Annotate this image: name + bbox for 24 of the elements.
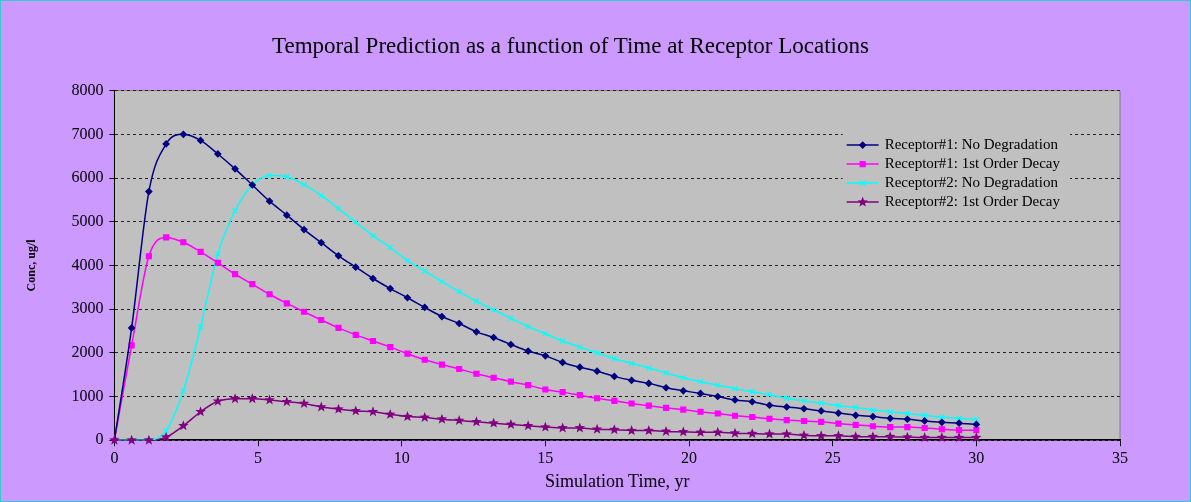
legend-label: Receptor#2: No Degradation [884, 174, 1059, 191]
chart-title: Temporal Prediction as a function of Time at Receptor Locations [272, 32, 869, 58]
y-tick-label: 2000 [71, 343, 104, 360]
x-tick-label: 35 [1112, 449, 1128, 466]
x-tick-label: 15 [537, 449, 554, 466]
x-tick-label: 0 [110, 449, 119, 466]
x-tick-label: 5 [254, 449, 263, 466]
y-tick-label: 1000 [71, 386, 104, 404]
y-tick-label: 8000 [71, 80, 104, 98]
x-axis-title: Simulation Time, yr [544, 470, 690, 491]
legend-label: Receptor#1: No Degradation [884, 136, 1059, 153]
legend-label: Receptor#1: 1st Order Decay [884, 155, 1061, 172]
y-tick-label: 5000 [71, 211, 104, 229]
y-tick-label: 7000 [71, 124, 104, 142]
x-tick-label: 25 [824, 449, 841, 466]
x-tick-label: 10 [393, 449, 410, 466]
x-tick-label: 30 [968, 449, 985, 466]
legend-label: Receptor#2: 1st Order Decay [884, 193, 1061, 210]
y-tick-label: 3000 [71, 299, 104, 317]
y-tick-label: 6000 [71, 168, 104, 186]
y-tick-label: 0 [95, 430, 104, 448]
y-axis-title: Conc, ug/l [24, 238, 39, 292]
y-tick-label: 4000 [71, 255, 104, 273]
x-tick-label: 20 [681, 449, 698, 466]
